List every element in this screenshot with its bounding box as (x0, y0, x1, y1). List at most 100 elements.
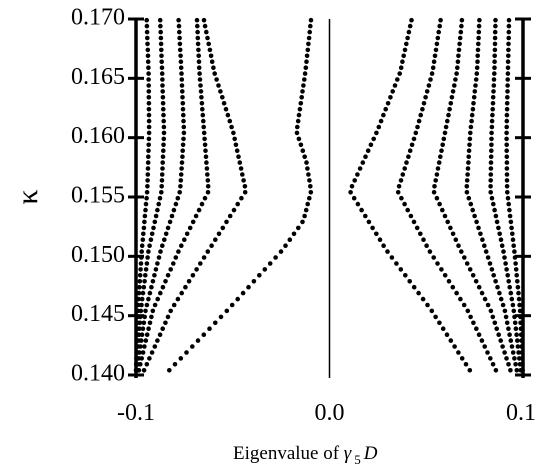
data-point (404, 41, 409, 47)
data-point (227, 118, 233, 124)
data-point (205, 184, 211, 189)
data-point (267, 261, 273, 266)
data-point (504, 106, 510, 112)
data-point (426, 83, 432, 88)
data-point (511, 308, 517, 314)
data-point (137, 273, 143, 278)
data-point (509, 225, 514, 231)
data-point (146, 89, 152, 94)
x-tick-label: 0.1 (506, 400, 536, 426)
data-point (205, 178, 211, 183)
data-point (208, 53, 214, 59)
data-point (240, 290, 246, 296)
data-point (414, 225, 420, 231)
y-tick-label: 0.150 (71, 242, 125, 268)
data-point (418, 231, 423, 237)
data-point (178, 53, 183, 59)
data-point (400, 59, 405, 64)
data-point (146, 124, 152, 130)
data-point (144, 261, 150, 266)
data-point (500, 302, 506, 308)
data-point (454, 71, 459, 76)
data-point (300, 219, 305, 225)
data-point (499, 243, 505, 248)
data-point (435, 261, 440, 266)
data-point (202, 142, 208, 148)
data-point (214, 77, 219, 82)
series-9 (431, 17, 513, 373)
data-point (172, 362, 178, 367)
data-point (406, 154, 411, 159)
data-point (201, 130, 207, 136)
data-point (173, 201, 179, 207)
data-point (488, 166, 494, 171)
data-point (482, 296, 488, 302)
data-point (431, 255, 437, 260)
data-point (195, 35, 201, 41)
data-point (482, 243, 487, 248)
x-axis-label-operator: D (363, 443, 378, 464)
data-point (436, 160, 442, 165)
data-point (200, 106, 205, 112)
y-axis-label: κ (11, 189, 44, 204)
data-point (140, 290, 146, 296)
data-point (456, 350, 461, 355)
data-point (470, 207, 476, 213)
data-point (474, 71, 480, 76)
data-point (231, 207, 237, 213)
x-axis-label-subscript: 5 (354, 452, 361, 467)
data-point (488, 154, 494, 159)
data-point (504, 148, 510, 153)
data-point (396, 184, 402, 189)
data-point (360, 160, 366, 165)
data-point (404, 160, 409, 165)
data-point (509, 296, 515, 302)
data-point (146, 130, 152, 136)
data-point (159, 53, 164, 59)
data-point (177, 35, 182, 41)
data-point (307, 29, 313, 35)
data-point (145, 35, 150, 41)
data-point (207, 47, 213, 53)
data-point (163, 231, 169, 237)
data-point (497, 231, 503, 237)
data-point (149, 314, 154, 320)
data-point (298, 142, 304, 148)
data-point (144, 362, 150, 367)
data-point (146, 101, 152, 106)
data-point (424, 243, 429, 248)
data-point (485, 255, 491, 260)
data-point (492, 53, 498, 59)
data-point (438, 17, 443, 23)
data-point (440, 326, 446, 332)
data-point (137, 279, 143, 284)
data-point (306, 41, 311, 47)
data-point (455, 59, 461, 64)
data-point (491, 201, 496, 207)
data-point (202, 195, 208, 201)
data-point (149, 231, 155, 237)
data-point (453, 77, 458, 82)
data-point (145, 172, 151, 177)
data-point (179, 160, 185, 165)
data-point (510, 231, 515, 237)
data-point (204, 160, 209, 165)
data-point (152, 273, 157, 278)
data-point (196, 47, 201, 53)
data-point (146, 95, 152, 100)
data-point (505, 71, 511, 76)
data-point (142, 219, 147, 225)
data-point (159, 47, 164, 53)
data-point (180, 148, 185, 153)
data-point (401, 53, 407, 59)
data-point (428, 77, 433, 82)
data-point (395, 190, 401, 195)
data-point (302, 154, 308, 159)
data-point (493, 17, 498, 23)
data-point (506, 362, 511, 367)
data-point (146, 112, 152, 118)
data-point (458, 29, 464, 35)
data-point (158, 290, 163, 296)
data-point (202, 136, 207, 142)
